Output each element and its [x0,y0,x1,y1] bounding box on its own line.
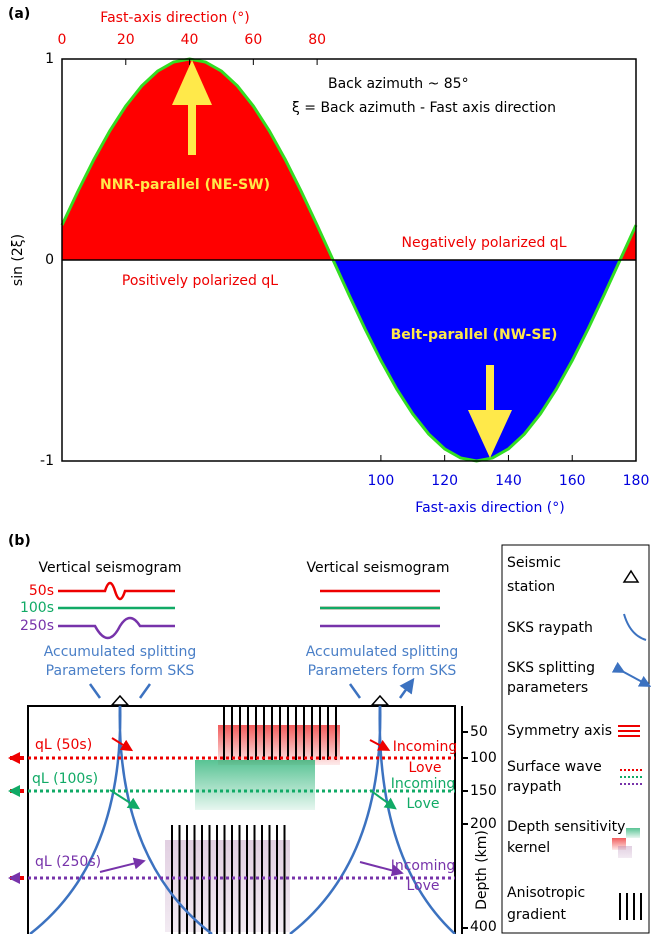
area-positive [62,59,636,260]
incoming-label: Incoming [391,776,456,792]
x-tick-label: 100 [368,473,395,489]
model-box [27,705,456,934]
depth-tick-label: 50 [470,724,488,740]
seismogram-trace [58,616,175,640]
annotation: Positively polarized qL [122,273,278,289]
incoming-label: Love [408,760,441,776]
caption: Accumulated splitting [44,644,197,660]
seismogram-trace [320,589,440,610]
panel-a: (a) Fast-axis direction (°) Fast-axis di… [8,6,649,516]
legend-icon [623,613,647,641]
y-tick-label: -1 [40,453,54,469]
legend-icon [618,725,640,737]
incoming-label: Love [406,796,439,812]
panel-label: (a) [8,6,30,22]
panel-b: (b) Vertical seismogram Vertical seismog… [8,533,651,934]
kernel [165,840,290,932]
legend-icon [618,846,632,858]
legend-label: SKS raypath [507,620,593,636]
sks-raypath [29,699,456,934]
legend-icon [622,569,640,583]
top-axis-label: Fast-axis direction (°) [100,10,249,26]
legend-box [501,544,650,934]
depth-axis [461,706,468,934]
annotation: NNR-parallel (NE-SW) [100,177,270,193]
legend-label: parameters [507,680,588,696]
caption: Parameters form SKS [308,663,457,679]
depth-tick-label: 200 [470,816,497,832]
station [110,694,390,706]
x-tick-label: 180 [623,473,650,489]
top-tick-label: 80 [308,32,326,48]
period-label: 100s [20,600,54,616]
period-label: 250s [20,618,54,634]
legend-icon [626,828,640,838]
legend-icon [611,661,651,687]
incoming-label: Incoming [393,739,458,755]
legend-icon [619,893,642,920]
top-tick-label: 60 [244,32,262,48]
period-label: 50s [29,583,54,599]
arrow [468,410,512,458]
legend-label: gradient [507,907,566,923]
legend-label: station [507,579,555,595]
top-tick-label: 0 [58,32,67,48]
depth-label: Depth (km) [474,830,490,910]
depth-tick-label: 150 [470,783,497,799]
wave-arrowhead [8,872,20,884]
x-tick-label: 120 [431,473,458,489]
seismogram-title: Vertical seismogram [306,560,449,576]
curve [60,57,638,463]
incoming-label: Incoming [391,858,456,874]
depth-tick-label: 400 [470,919,497,934]
symmetry-axis [99,857,146,873]
x-tick-label: 140 [495,473,522,489]
legend-label: Anisotropic [507,885,585,901]
legend-label: raypath [507,779,561,795]
splitting-arrow [88,684,410,699]
incoming-label: Love [406,878,439,894]
y-axis-label: sin (2ξ) [10,234,26,286]
legend-label: Depth sensitivity [507,819,625,835]
seismogram-trace [58,581,175,601]
symmetry-axis [369,789,397,810]
top-tick-label: 40 [181,32,199,48]
wave-arrowhead [8,785,20,797]
top-tick-label: 20 [117,32,135,48]
symmetry-axis [111,737,134,752]
caption: Parameters form SKS [46,663,195,679]
legend-label: kernel [507,840,550,856]
wave-label: qL (100s) [32,771,98,787]
symmetry-axis [369,739,391,751]
wave-arrowhead [10,756,24,880]
legend-label: Seismic [507,555,561,571]
symmetry-axis [359,861,404,877]
y-tick-label: 0 [45,252,54,268]
kernel [195,760,315,810]
legend-label: Symmetry axis [507,723,612,739]
legend-label: Surface wave [507,759,602,775]
depth-tick-label: 100 [470,750,497,766]
y-tick-label: 1 [45,51,54,67]
annotation: ξ = Back azimuth - Fast axis direction [292,100,556,116]
annotation: Back azimuth ~ 85° [328,76,469,92]
x-axis-label: Fast-axis direction (°) [415,500,564,516]
seismogram-title: Vertical seismogram [38,560,181,576]
wave-label: qL (50s) [35,737,92,753]
symmetry-axis [109,789,141,810]
wave-label: qL (250s) [35,854,101,870]
x-tick-label: 160 [559,473,586,489]
wave-arrowhead [8,752,20,764]
caption: Accumulated splitting [306,644,459,660]
annotation: Negatively polarized qL [401,235,566,251]
panel-label: (b) [8,533,31,549]
annotation: Belt-parallel (NW-SE) [391,327,558,343]
legend-label: SKS splitting [507,660,595,676]
arrow [172,60,212,105]
